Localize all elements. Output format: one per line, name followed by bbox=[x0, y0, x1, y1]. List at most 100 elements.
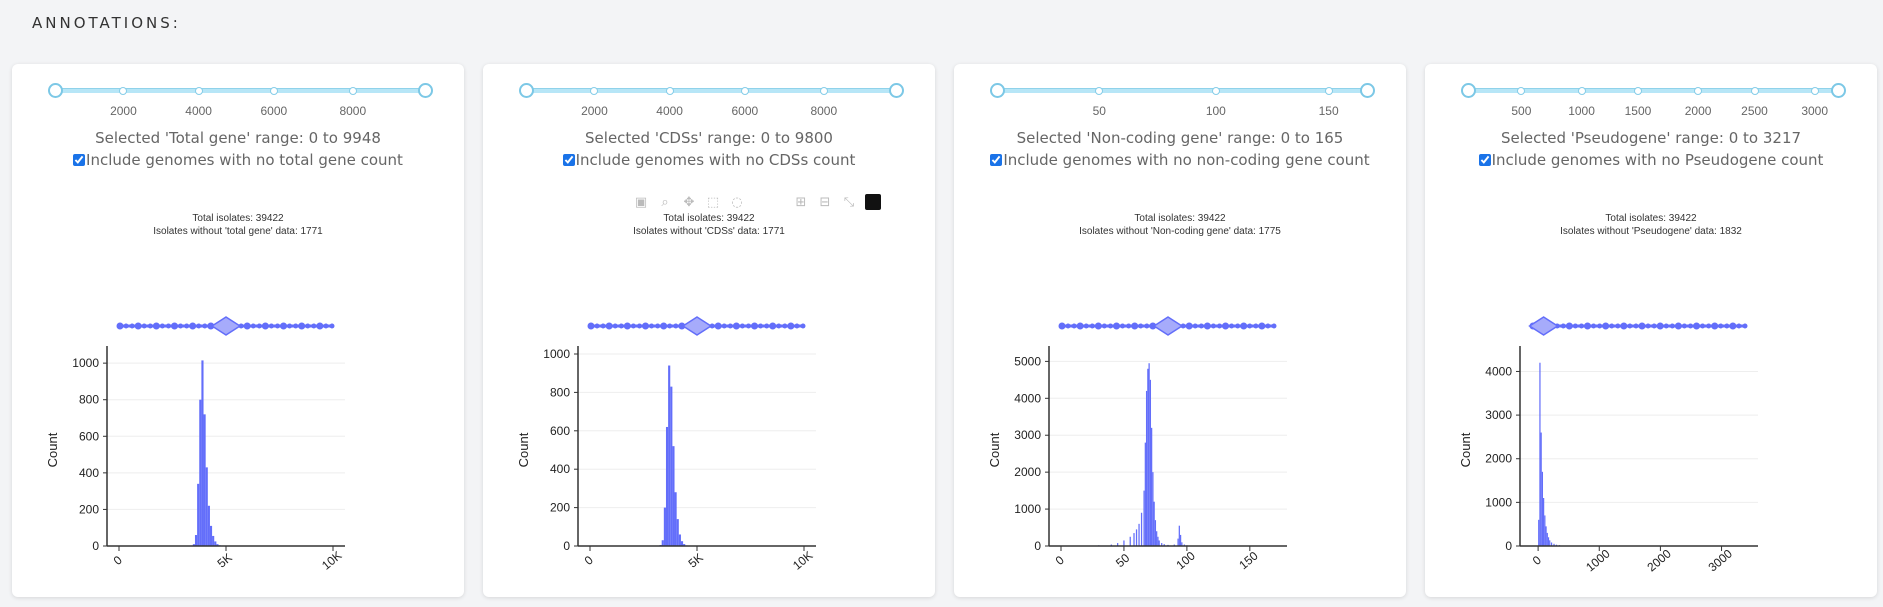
histogram-bar[interactable] bbox=[1547, 537, 1550, 546]
histogram-bar[interactable] bbox=[194, 535, 198, 546]
histogram-bar[interactable] bbox=[676, 519, 679, 546]
strip-point bbox=[739, 323, 745, 329]
histogram-bar[interactable] bbox=[205, 467, 208, 546]
histogram-bar[interactable] bbox=[1540, 432, 1542, 546]
histogram-bar[interactable] bbox=[678, 534, 681, 546]
histogram-bar[interactable] bbox=[1147, 368, 1149, 546]
histogram-bar[interactable] bbox=[1123, 540, 1125, 546]
pan-icon[interactable]: ✥ bbox=[683, 194, 695, 210]
strip-point bbox=[189, 322, 197, 330]
strip-point bbox=[673, 323, 679, 329]
slider-max-handle[interactable] bbox=[1360, 83, 1375, 98]
histogram-bar[interactable] bbox=[1543, 498, 1545, 546]
histogram-bar[interactable] bbox=[668, 365, 671, 546]
histogram-bar[interactable] bbox=[209, 525, 213, 546]
slider-min-handle[interactable] bbox=[519, 83, 534, 98]
range-slider[interactable]: 2000 4000 6000 8000 bbox=[519, 78, 904, 122]
include-missing-checkbox[interactable] bbox=[562, 154, 575, 166]
histogram-bar[interactable] bbox=[1158, 540, 1160, 546]
histogram-bar[interactable] bbox=[674, 492, 677, 546]
histogram-bar[interactable] bbox=[665, 426, 669, 546]
slider-max-handle[interactable] bbox=[889, 83, 904, 98]
histogram-bar[interactable] bbox=[197, 483, 200, 546]
histogram-bar[interactable] bbox=[1145, 390, 1148, 546]
histogram-bar[interactable] bbox=[1153, 501, 1155, 546]
plotly-logo-icon[interactable] bbox=[865, 194, 881, 210]
histogram-bar[interactable] bbox=[1135, 529, 1138, 546]
slider-track[interactable] bbox=[1465, 88, 1841, 93]
histogram-bar[interactable] bbox=[1177, 538, 1179, 546]
range-slider[interactable]: 50 100 150 bbox=[990, 78, 1375, 122]
histogram-bar[interactable] bbox=[201, 360, 204, 546]
histogram-bar[interactable] bbox=[683, 544, 686, 546]
slider-track[interactable] bbox=[523, 88, 899, 93]
slider-max-handle[interactable] bbox=[1831, 83, 1846, 98]
histogram-bar[interactable] bbox=[199, 399, 202, 546]
histogram-bar[interactable] bbox=[680, 541, 684, 546]
histogram-bar[interactable] bbox=[670, 386, 673, 546]
histogram-bar[interactable] bbox=[1553, 543, 1555, 546]
histogram-bar[interactable] bbox=[672, 446, 675, 546]
histogram-plot[interactable]: 0200400600800100005K10KTotal GenesCount bbox=[12, 244, 464, 589]
zoom-out-icon[interactable]: ⊞ bbox=[795, 194, 807, 210]
lasso-icon[interactable]: ◌ bbox=[731, 194, 743, 210]
histogram-bar[interactable] bbox=[214, 541, 217, 546]
histogram-bar[interactable] bbox=[1156, 531, 1158, 546]
slider-min-handle[interactable] bbox=[990, 83, 1005, 98]
home-icon[interactable]: ⤡ bbox=[843, 194, 855, 210]
histogram-bar[interactable] bbox=[661, 540, 664, 546]
slider-track[interactable] bbox=[52, 88, 428, 93]
histogram-bar[interactable] bbox=[1154, 520, 1157, 546]
strip-point bbox=[636, 323, 642, 329]
histogram-bar[interactable] bbox=[1117, 543, 1119, 546]
histogram-bar[interactable] bbox=[1133, 533, 1135, 546]
slider-track[interactable] bbox=[994, 88, 1370, 93]
box-select-icon[interactable]: ⬚ bbox=[706, 194, 720, 210]
include-missing-checkbox[interactable] bbox=[990, 154, 1003, 166]
camera-icon[interactable]: ▣ bbox=[634, 194, 648, 210]
autoscale-icon[interactable]: ⊟ bbox=[819, 194, 831, 210]
histogram-bar[interactable] bbox=[1549, 540, 1551, 546]
histogram-bar[interactable] bbox=[1149, 379, 1152, 546]
slider-min-handle[interactable] bbox=[1461, 83, 1476, 98]
histogram-bar[interactable] bbox=[1178, 525, 1180, 546]
histogram-bar[interactable] bbox=[1163, 544, 1165, 546]
histogram-bar[interactable] bbox=[1161, 543, 1163, 546]
histogram-plot[interactable]: 0200400600800100005K10KProtein Coding ge… bbox=[483, 244, 935, 589]
histogram-bar[interactable] bbox=[1129, 536, 1131, 546]
histogram-bar[interactable] bbox=[663, 507, 666, 546]
histogram-bar[interactable] bbox=[1152, 472, 1154, 546]
histogram-bar[interactable] bbox=[207, 505, 210, 546]
include-missing-checkbox[interactable] bbox=[1478, 154, 1491, 166]
histogram-bar[interactable] bbox=[1138, 523, 1140, 546]
histogram-bar[interactable] bbox=[1143, 490, 1145, 546]
histogram-bar[interactable] bbox=[1545, 526, 1547, 546]
include-missing-checkbox[interactable] bbox=[73, 154, 86, 166]
histogram-bar[interactable] bbox=[212, 535, 215, 546]
histogram-bar[interactable] bbox=[1541, 471, 1544, 546]
histogram-bar[interactable] bbox=[1181, 542, 1183, 546]
histogram-bar[interactable] bbox=[1539, 362, 1541, 546]
total-isolates-text: Total isolates: 39422 bbox=[192, 213, 284, 224]
histogram-bar[interactable] bbox=[216, 544, 219, 546]
histogram-plot[interactable]: 010002000300040005000050100150Non-coding… bbox=[954, 244, 1406, 589]
histogram-bar[interactable] bbox=[1140, 512, 1143, 546]
histogram-bar[interactable] bbox=[1151, 427, 1153, 546]
slider-min-handle[interactable] bbox=[48, 83, 63, 98]
histogram-bar[interactable] bbox=[1179, 534, 1182, 546]
slider-max-handle[interactable] bbox=[418, 83, 433, 98]
zoom-icon[interactable]: ⌕ bbox=[661, 194, 669, 210]
histogram-bar[interactable] bbox=[1550, 542, 1553, 546]
histogram-bar[interactable] bbox=[1546, 532, 1548, 546]
histogram-bar[interactable] bbox=[1144, 442, 1146, 546]
range-slider[interactable]: 500 1000 1500 2000 2500 3000 bbox=[1461, 78, 1846, 122]
histogram-bar[interactable] bbox=[203, 414, 206, 546]
range-slider[interactable]: 2000 4000 6000 8000 bbox=[48, 78, 433, 122]
histogram-bar[interactable] bbox=[1157, 536, 1159, 546]
zoom-in-icon[interactable] bbox=[769, 194, 785, 210]
histogram-bar[interactable] bbox=[1148, 363, 1150, 546]
histogram-bar[interactable] bbox=[192, 544, 195, 546]
histogram-plot[interactable]: 010002000300040000100020003000Pseudogene… bbox=[1425, 244, 1877, 589]
histogram-bar[interactable] bbox=[1538, 519, 1540, 546]
histogram-bar[interactable] bbox=[1544, 515, 1546, 546]
